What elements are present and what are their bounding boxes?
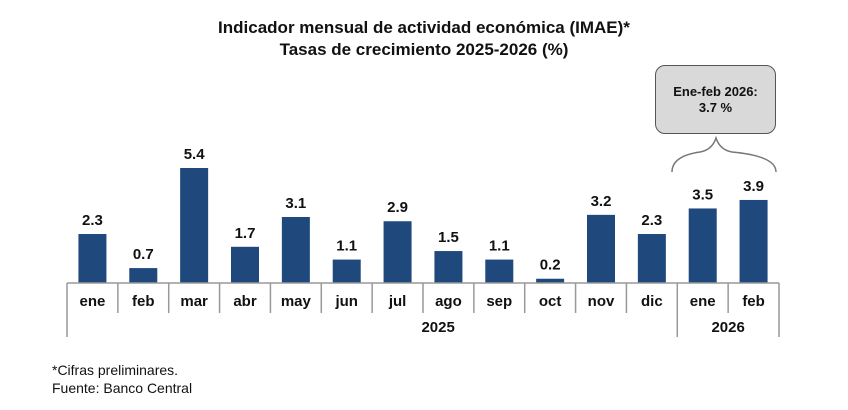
data-label: 3.1 bbox=[285, 195, 306, 212]
data-label: 2.3 bbox=[82, 212, 103, 229]
group-label: 2025 bbox=[421, 319, 454, 336]
data-label: 3.9 bbox=[743, 178, 764, 195]
bar bbox=[383, 221, 412, 283]
brace-icon bbox=[671, 135, 777, 173]
annotation-line2: 3.7 % bbox=[698, 100, 733, 115]
x-tick-label: feb bbox=[742, 293, 765, 310]
x-tick-label: sep bbox=[486, 293, 512, 310]
x-tick-label: ene bbox=[690, 293, 716, 310]
x-tick-label: dic bbox=[641, 293, 663, 310]
x-tick-label: mar bbox=[180, 293, 208, 310]
data-label: 0.7 bbox=[133, 246, 154, 263]
data-label: 2.3 bbox=[641, 212, 662, 229]
x-tick-label: ago bbox=[435, 293, 462, 310]
annotation-line1: Ene-feb 2026: bbox=[673, 84, 758, 99]
bar bbox=[231, 246, 259, 283]
bar bbox=[536, 278, 565, 283]
x-tick-label: abr bbox=[233, 293, 257, 310]
group-label: 2026 bbox=[711, 319, 744, 336]
bar bbox=[129, 268, 158, 283]
source-note: Fuente: Banco Central bbox=[52, 380, 193, 396]
x-tick-label: jul bbox=[388, 293, 407, 310]
footnote: *Cifras preliminares. bbox=[52, 362, 179, 378]
bar bbox=[180, 168, 209, 283]
bar bbox=[587, 214, 615, 283]
bar bbox=[434, 251, 463, 283]
data-label: 2.9 bbox=[387, 199, 408, 216]
data-label: 3.2 bbox=[591, 193, 612, 210]
x-tick-label: jun bbox=[334, 293, 358, 310]
bar bbox=[332, 259, 361, 283]
x-tick-label: feb bbox=[132, 293, 155, 310]
data-label: 5.4 bbox=[184, 146, 206, 163]
chart-title: Indicador mensual de actividad económica… bbox=[218, 18, 630, 37]
bar bbox=[281, 216, 310, 283]
x-tick-label: may bbox=[281, 293, 312, 310]
data-label: 1.5 bbox=[438, 229, 459, 246]
x-tick-label: nov bbox=[588, 293, 615, 310]
bar bbox=[688, 208, 717, 283]
data-label: 3.5 bbox=[692, 186, 713, 203]
chart-subtitle: Tasas de crecimiento 2025-2026 (%) bbox=[279, 40, 569, 59]
data-label: 1.1 bbox=[336, 238, 357, 255]
bar bbox=[485, 259, 514, 283]
x-tick-label: ene bbox=[79, 293, 105, 310]
x-tick-label: oct bbox=[539, 293, 562, 310]
data-label: 1.7 bbox=[235, 225, 256, 242]
bar bbox=[739, 199, 768, 283]
data-label: 1.1 bbox=[489, 238, 510, 255]
annotation-callout: Ene-feb 2026: 3.7 % bbox=[655, 65, 776, 134]
bar bbox=[637, 234, 666, 283]
data-label: 0.2 bbox=[540, 257, 561, 274]
bar bbox=[78, 234, 107, 283]
